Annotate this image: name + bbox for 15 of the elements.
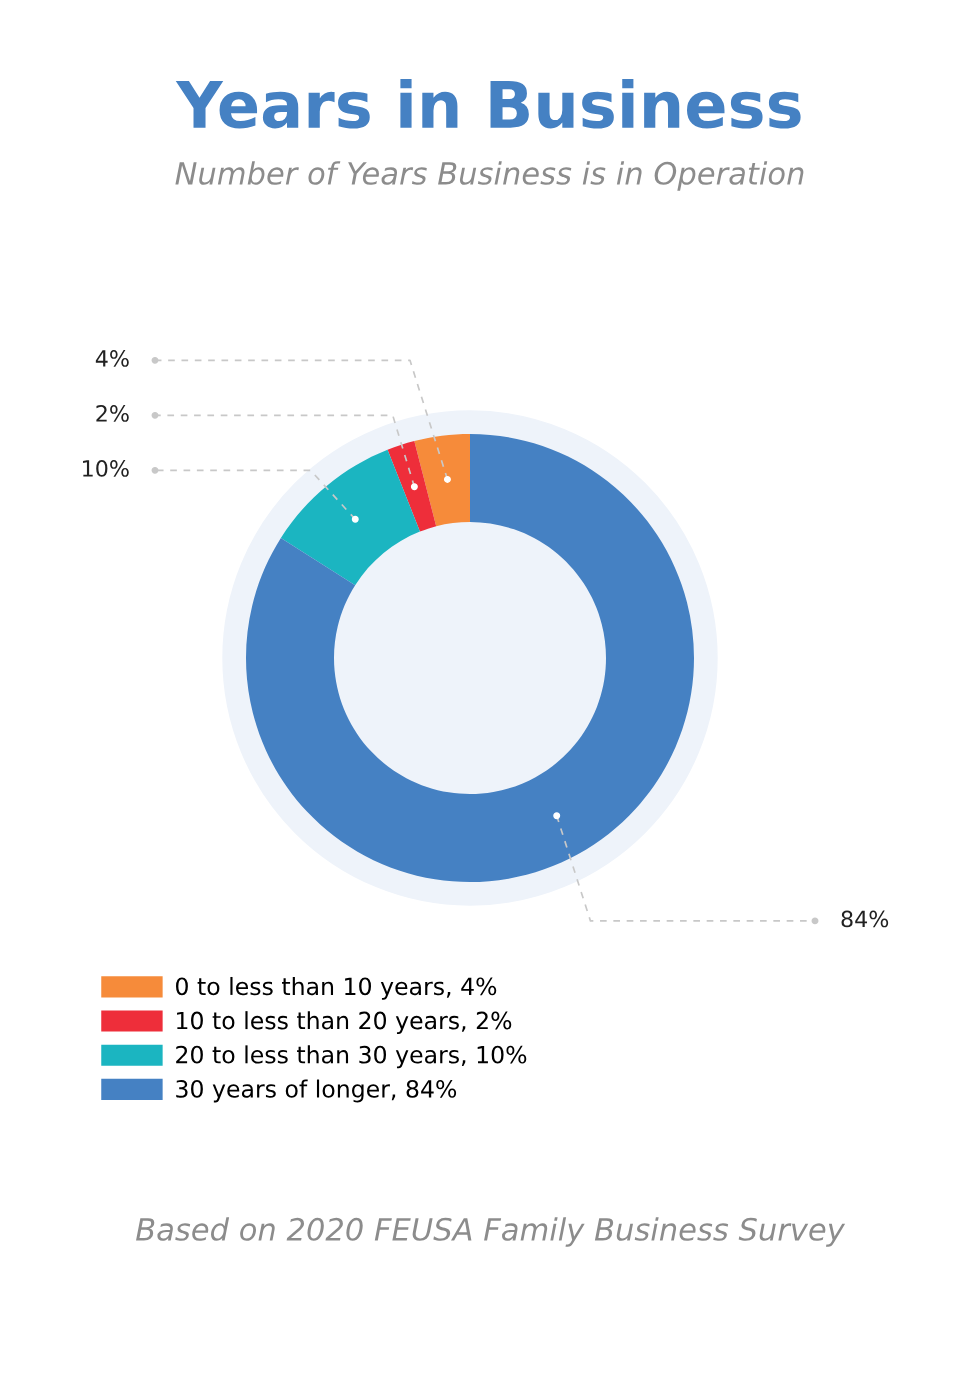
data-label: 10% [83,460,129,477]
donut-slice [387,441,437,532]
data-label: 84% [841,910,889,928]
text: Based on 2020 FEUSA Family Business Survey [136,1217,846,1247]
donut-slice [414,434,470,527]
legend-label: 30 years of longer, 84% [176,1079,457,1103]
chart-subtitle: Number of Years Business is in Operation [175,161,804,191]
donut-slice [246,434,694,882]
data-label: 4% [95,350,129,367]
donut-slice [280,449,420,586]
chart-title: Years in Business [175,79,801,129]
legend-label: 0 to less than 10 years, 4% [176,976,497,1000]
data-label: 2% [96,405,129,422]
legend-label: 20 to less than 30 years, 10% [176,1045,527,1069]
legend-label: 10 to less than 20 years, 2% [177,1011,512,1034]
